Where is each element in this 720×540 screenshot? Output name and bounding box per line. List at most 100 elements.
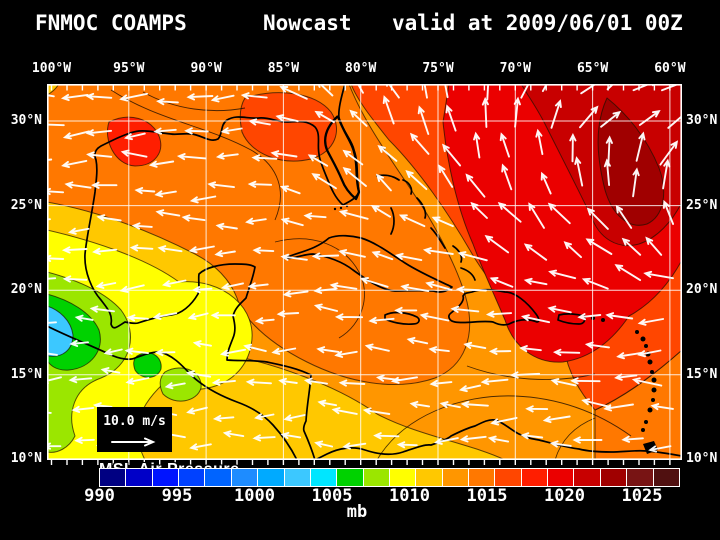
latitude-label: 30°N	[686, 113, 718, 128]
wind-vector-arrow	[152, 312, 178, 320]
island-dot	[333, 207, 337, 211]
colorbar-segment	[284, 469, 310, 486]
wind-vector-arrow	[540, 171, 552, 195]
bottom-axis-ticks	[50, 460, 671, 465]
island-dot	[601, 318, 605, 322]
wind-vector-arrow	[95, 281, 117, 289]
wind-vector-arrow	[603, 403, 634, 412]
wind-vector-arrow	[375, 173, 392, 192]
colorbar-tick-label: 995	[161, 486, 193, 506]
wind-vector-arrow	[47, 321, 57, 324]
wind-vector-arrow	[187, 312, 209, 321]
wind-vector-arrow	[356, 84, 364, 94]
wind-vector-arrow	[485, 310, 513, 318]
wind-vector-arrow	[311, 252, 340, 260]
wind-vector-arrow	[74, 314, 94, 322]
wind-vector-arrow	[362, 407, 391, 415]
wind-vector-arrow	[123, 132, 146, 141]
island-dot	[647, 407, 653, 413]
latitude-label: 25°N	[686, 197, 718, 213]
wind-vector-arrow	[342, 442, 367, 450]
wind-vector-arrow	[334, 313, 364, 321]
wind-vector-arrow	[484, 235, 510, 254]
latitude-label: 30°N	[10, 113, 42, 128]
wind-vector-arrow	[279, 185, 301, 195]
latitude-label: 20°N	[686, 282, 718, 298]
wind-vector-arrow	[549, 440, 572, 448]
colorbar-segment	[469, 469, 495, 486]
wind-vector-arrow	[520, 314, 551, 324]
wind-vector-arrow	[373, 432, 400, 440]
map-area: MSL Air Pressure 10.0 m/s	[47, 84, 682, 478]
wind-vector-arrow	[463, 341, 487, 350]
wind-vector-arrow	[616, 352, 643, 360]
wind-vector-arrow	[254, 413, 275, 421]
longitude-label: 75°W	[422, 61, 454, 76]
wind-vector-arrow	[481, 96, 489, 128]
wind-vector-arrow	[614, 373, 638, 381]
wind-vector-arrow	[428, 346, 450, 354]
colorbar-tick-label: 990	[84, 486, 115, 506]
pressure-region	[107, 116, 162, 167]
wind-vector-arrow	[62, 130, 90, 140]
wind-vector-arrow	[283, 414, 306, 422]
wind-vector-arrow	[662, 158, 671, 190]
wind-vector-arrow	[47, 94, 55, 98]
latitude-label: 15°N	[686, 366, 718, 382]
coastline-hispaniola	[448, 288, 540, 326]
longitude-label: 85°W	[267, 61, 300, 76]
colorbar-tick-label: 1010	[389, 486, 430, 506]
product-name: FNMOC COAMPS	[35, 11, 187, 35]
island-dot	[644, 420, 648, 424]
wind-vector-arrow	[364, 343, 390, 352]
wind-vector-arrow	[523, 277, 548, 286]
wind-vector-arrow	[422, 247, 454, 255]
wind-vector-arrow	[61, 159, 88, 169]
wind-vector-arrow	[406, 336, 429, 345]
island-dot	[641, 428, 645, 432]
wind-vector-arrow	[606, 84, 615, 91]
wind-vector-arrow	[214, 250, 236, 258]
wind-vector-arrow	[334, 350, 358, 358]
valid-time: valid at 2009/06/01 00Z	[392, 11, 683, 35]
pressure-map-canvas	[47, 84, 682, 465]
wind-vector-arrow	[125, 377, 150, 385]
wind-vector-arrow	[600, 110, 622, 128]
wind-vector-arrow	[74, 436, 95, 444]
longitude-label: 60°W	[654, 61, 686, 76]
wind-vector-arrow	[153, 127, 177, 135]
wind-vector-arrow	[338, 249, 366, 258]
island-dot	[650, 370, 654, 374]
wind-vector-arrow	[433, 437, 459, 445]
wind-vector-arrow	[659, 140, 679, 166]
map-frame	[47, 84, 682, 460]
colorbar-segment	[205, 469, 231, 486]
wind-vector-arrow	[542, 415, 571, 424]
wind-vector-arrow	[219, 348, 247, 357]
wind-vector-arrow	[154, 348, 176, 357]
wind-vector-arrow	[585, 238, 613, 255]
wind-vector-arrow	[211, 378, 236, 386]
wind-vector-arrow	[438, 164, 454, 188]
map-layers	[47, 84, 682, 460]
coastline-bahamas	[376, 174, 476, 281]
wind-vector-arrow	[528, 202, 545, 229]
wind-vector-arrow	[92, 247, 118, 255]
wind-vector-arrow	[210, 94, 235, 103]
wind-vector-arrow	[444, 84, 449, 99]
longitude-label: 80°W	[345, 61, 377, 76]
wind-vector-arrow	[164, 382, 186, 390]
wind-vector-arrow	[638, 109, 661, 126]
island-dot	[651, 387, 657, 393]
wind-vector-arrow	[465, 173, 486, 198]
wind-vector-arrow	[119, 284, 145, 293]
latitude-label: 20°N	[10, 282, 42, 298]
wind-vector-arrow	[280, 431, 302, 440]
wind-vector-arrow	[519, 345, 542, 353]
wind-vector-arrow	[303, 212, 327, 220]
wind-vector-arrow	[501, 163, 513, 191]
wind-vector-arrow	[605, 312, 634, 320]
wind-vector-arrow	[550, 99, 562, 129]
wind-vector-arrow	[419, 312, 450, 322]
wind-vector-arrow	[385, 84, 400, 99]
